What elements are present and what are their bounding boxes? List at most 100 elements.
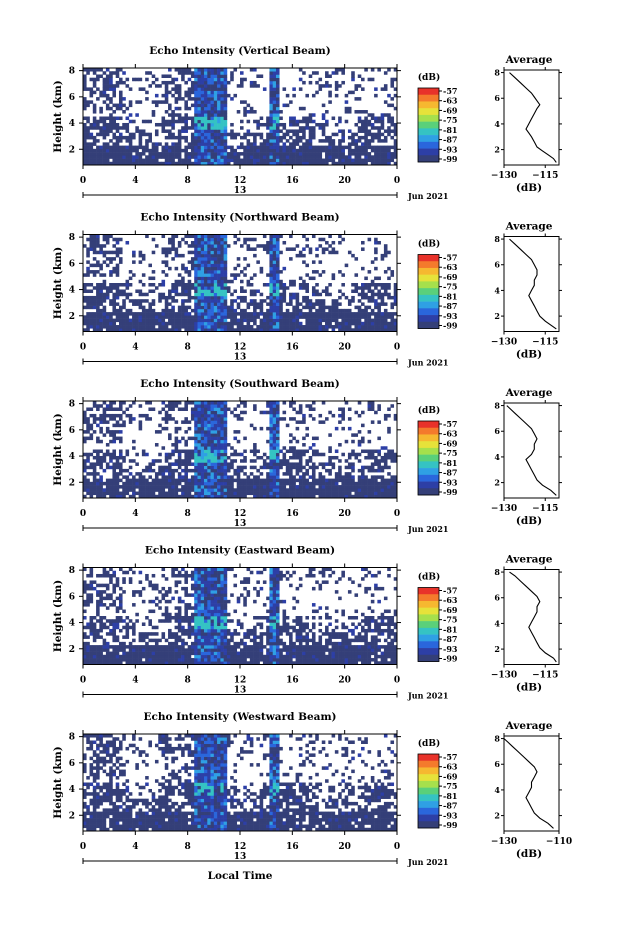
heatmap-cell	[289, 100, 293, 104]
heatmap-cell	[331, 328, 336, 332]
heatmap-cell	[89, 122, 94, 127]
heatmap-cell	[217, 257, 221, 261]
heatmap-cell	[302, 417, 306, 421]
heatmap-cell	[200, 126, 205, 130]
heatmap-cell	[197, 488, 202, 492]
heatmap-cell	[334, 145, 339, 150]
heatmap-cell	[279, 459, 283, 463]
heatmap-cell	[210, 423, 215, 428]
heatmap-cell	[204, 139, 208, 143]
heatmap-cell	[387, 488, 391, 492]
heatmap-cell	[275, 305, 280, 310]
heatmap-cell	[102, 129, 107, 133]
heatmap-cell	[115, 148, 120, 153]
heatmap-cell	[115, 263, 120, 268]
heatmap-cell	[145, 161, 149, 166]
heatmap-cell	[367, 485, 372, 489]
heatmap-cell	[387, 328, 391, 332]
heatmap-cell	[220, 74, 224, 78]
heatmap-cell	[92, 312, 97, 316]
heatmap-cell	[109, 407, 113, 411]
heatmap-cell	[354, 145, 359, 150]
heatmap-cell	[275, 93, 280, 98]
heatmap-cell	[311, 315, 316, 319]
heatmap-cell	[118, 126, 123, 130]
heatmap-cell	[210, 247, 215, 251]
heatmap-cell	[151, 276, 156, 281]
heatmap-cell	[302, 260, 306, 264]
heatmap-cell	[99, 74, 103, 78]
colorbar-tick-label: -87	[443, 135, 457, 145]
heatmap-cell	[279, 305, 283, 310]
heatmap-cell	[181, 289, 185, 293]
heatmap-cell	[321, 462, 326, 466]
heatmap-cell	[115, 292, 120, 297]
heatmap-cell	[246, 485, 251, 489]
x-tick-label: 0	[394, 509, 400, 519]
heatmap-cell	[351, 494, 355, 499]
heatmap-cell	[213, 289, 218, 293]
heatmap-cell	[213, 155, 218, 159]
heatmap-cell	[118, 283, 123, 287]
heatmap-cell	[236, 161, 241, 166]
heatmap-cell	[233, 318, 238, 323]
heatmap-cell	[331, 488, 336, 492]
panel-2: Echo Intensity (Southward Beam)2468Heigh…	[52, 378, 562, 534]
heatmap-cell	[102, 413, 107, 418]
heatmap-cell	[102, 491, 107, 496]
heatmap-cell	[298, 155, 303, 159]
heatmap-cell	[86, 426, 90, 431]
heatmap-cell	[174, 401, 179, 405]
heatmap-cell	[341, 417, 345, 421]
x-tick-label: 16	[286, 343, 299, 353]
heatmap-cell	[122, 299, 126, 303]
heatmap-cell	[374, 148, 378, 153]
heatmap-cell	[151, 299, 156, 303]
heatmap-cell	[190, 80, 195, 85]
heatmap-cell	[92, 155, 97, 159]
heatmap-cell	[122, 103, 126, 108]
heatmap-cell	[302, 478, 306, 483]
heatmap-cell	[118, 494, 123, 499]
heatmap-cell	[357, 97, 362, 101]
heatmap-cell	[204, 266, 208, 271]
heatmap-cell	[292, 295, 296, 300]
heatmap-cell	[168, 436, 172, 441]
heatmap-cell	[220, 292, 224, 297]
heatmap-cell	[295, 132, 300, 137]
heatmap-cell	[262, 491, 267, 496]
heatmap-cell	[361, 240, 365, 245]
heatmap-cell	[341, 161, 345, 166]
heatmap-cell	[204, 158, 208, 163]
heatmap-cell	[351, 71, 355, 75]
heatmap-cell	[168, 312, 172, 316]
heatmap-cell	[184, 286, 188, 290]
heatmap-cell	[204, 110, 208, 114]
heatmap-cell	[102, 283, 107, 287]
heatmap-cell	[223, 478, 228, 483]
heatmap-cell	[262, 315, 267, 319]
heatmap-cell	[197, 119, 202, 124]
heatmap-cell	[99, 152, 103, 156]
heatmap-cell	[269, 266, 274, 271]
heatmap-cell	[210, 276, 215, 281]
heatmap-cell	[233, 328, 238, 332]
heatmap-cell	[220, 455, 224, 460]
heatmap-cell	[377, 283, 381, 287]
heatmap-cell	[374, 312, 378, 316]
heatmap-cell	[190, 452, 195, 457]
heatmap-cell	[96, 77, 100, 82]
heatmap-cell	[89, 145, 94, 150]
heatmap-cell	[338, 139, 342, 143]
heatmap-cell	[174, 459, 179, 463]
heatmap-cell	[168, 315, 172, 319]
heatmap-cell	[89, 68, 94, 72]
heatmap-cell	[233, 315, 238, 319]
heatmap-cell	[321, 148, 326, 153]
heatmap-cell	[177, 452, 182, 457]
heatmap-cell	[240, 158, 244, 163]
heatmap-cell	[292, 247, 296, 251]
heatmap-cell	[275, 113, 280, 117]
heatmap-cell	[158, 84, 162, 88]
heatmap-cell	[194, 286, 198, 290]
